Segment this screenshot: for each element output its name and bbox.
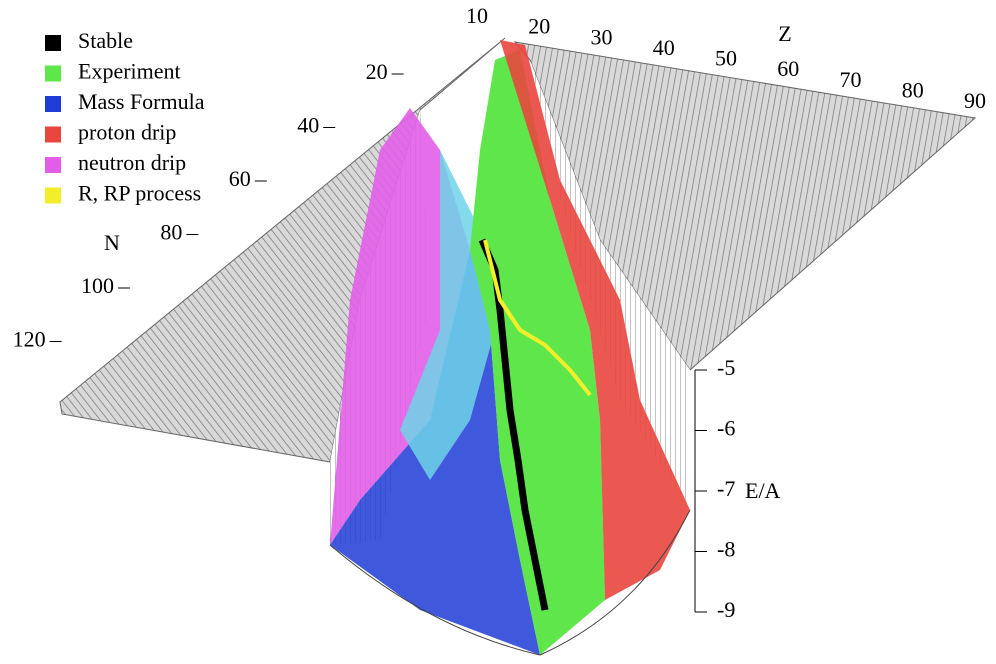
y-tick-label: -5 <box>717 355 735 380</box>
legend-swatch <box>45 157 61 173</box>
n-tick-label: 120 <box>13 327 46 352</box>
n-axis-label: N <box>104 230 120 255</box>
n-tick-label: 40 <box>297 113 319 138</box>
legend-swatch <box>45 35 61 51</box>
legend-swatch <box>45 188 61 204</box>
y-axis-label: E/A <box>745 478 781 503</box>
z-tick-label: 20 <box>528 14 550 39</box>
legend-label: Mass Formula <box>78 89 205 114</box>
page: {"chart_data": {"type": "surface3d", "le… <box>0 0 996 659</box>
chart: Stable Experiment Mass Formula proton drip n… <box>0 0 996 659</box>
z-tick-label: 60 <box>777 56 799 81</box>
legend-swatch <box>45 127 61 143</box>
n-tick-label: 100 <box>81 273 114 298</box>
legend-swatch <box>45 96 61 112</box>
y-tick-label: -6 <box>717 416 735 441</box>
z-tick-label: 40 <box>653 35 675 60</box>
legend-label: neutron drip <box>78 150 186 175</box>
z-tick-label: 50 <box>715 46 737 71</box>
z-tick-label: 70 <box>840 67 862 92</box>
legend: Stable Experiment Mass Formula proton drip n… <box>45 28 205 206</box>
z-tick-label: 30 <box>591 24 613 49</box>
z-tick-label: 10 <box>466 3 488 28</box>
legend-swatch <box>45 66 61 82</box>
z-tick-label: 80 <box>902 77 924 102</box>
z-tick-label: 90 <box>964 88 986 113</box>
legend-label: R, RP process <box>78 181 201 206</box>
n-tick-label: 20 <box>366 59 388 84</box>
y-tick-label: -8 <box>717 537 735 562</box>
n-tick-label: 80 <box>160 220 182 245</box>
n-tick-label: 60 <box>229 166 251 191</box>
z-axis-label: Z <box>778 21 791 46</box>
legend-label: Experiment <box>78 59 181 84</box>
legend-label: proton drip <box>78 120 176 145</box>
surface <box>60 38 975 655</box>
legend-label: Stable <box>78 28 133 53</box>
y-tick-label: -9 <box>717 597 735 622</box>
y-tick-label: -7 <box>717 476 735 501</box>
